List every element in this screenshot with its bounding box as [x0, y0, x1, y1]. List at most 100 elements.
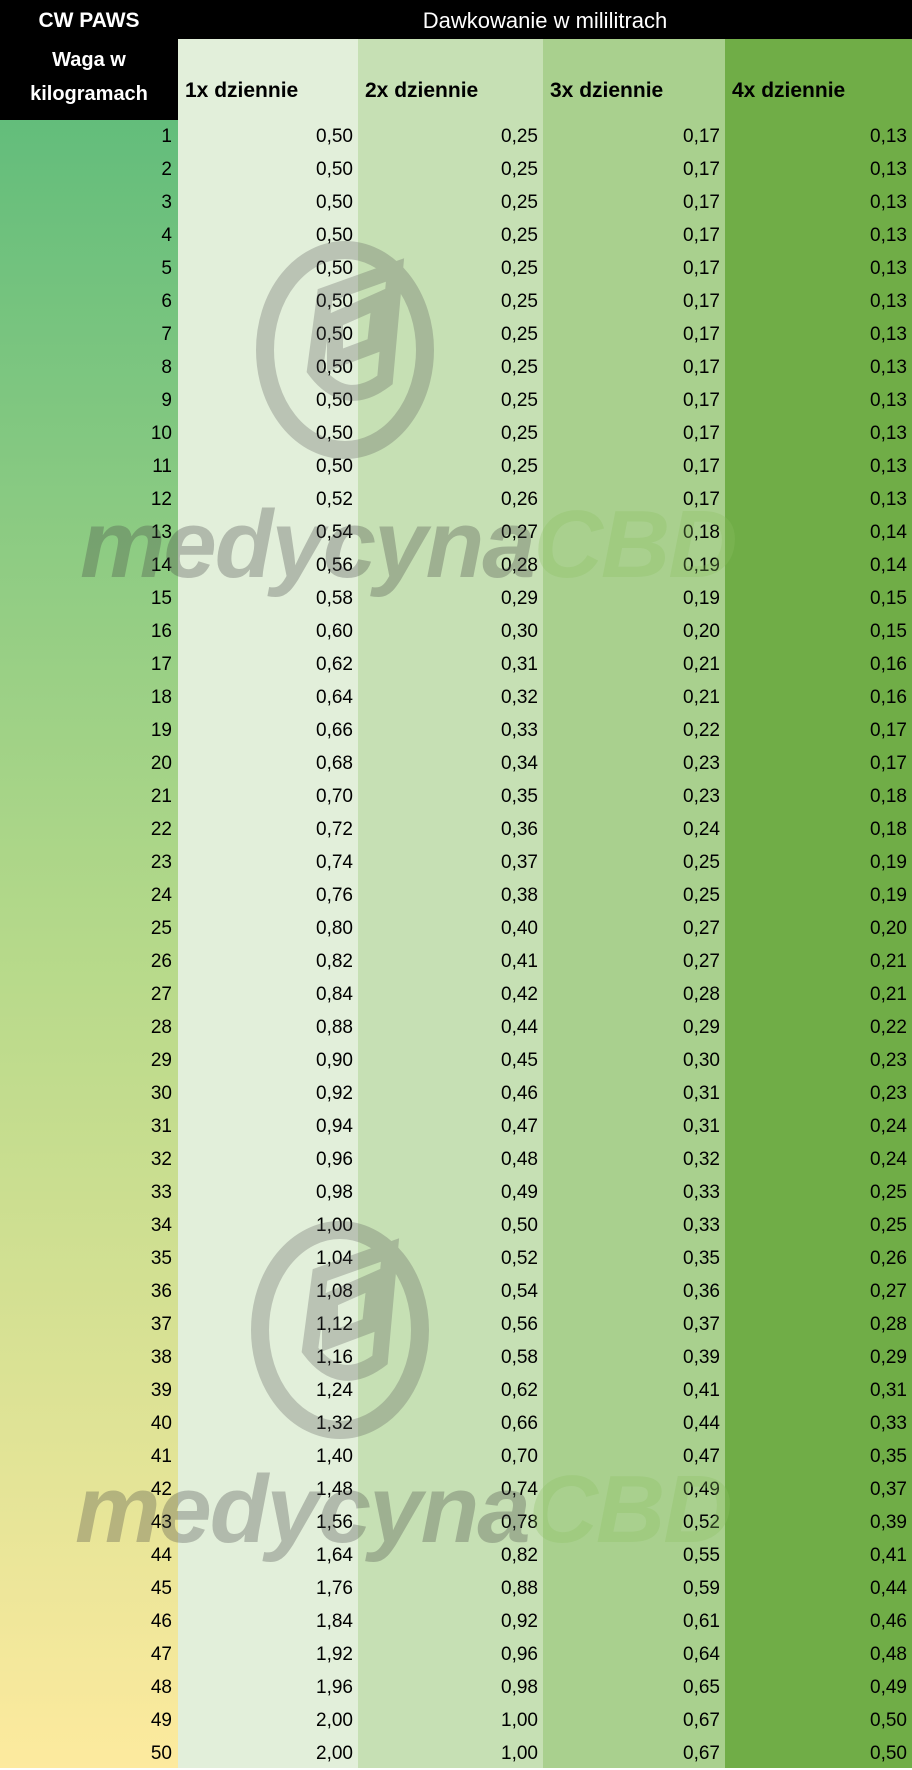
dose-1x-cell: 1,96 [316, 1677, 353, 1698]
table-row: 3 0,50 0,25 0,17 0,13 [0, 186, 912, 219]
weight-cell: 11 [152, 456, 172, 477]
column-header-3x: 3x dziennie [550, 79, 664, 102]
dose-2x-cell: 0,62 [501, 1380, 538, 1401]
dose-2x-cell: 0,42 [501, 984, 538, 1005]
dose-1x-cell: 0,50 [316, 126, 353, 147]
table-row: 6 0,50 0,25 0,17 0,13 [0, 285, 912, 318]
dose-2x-cell: 0,82 [501, 1545, 538, 1566]
weight-cell: 9 [161, 390, 172, 411]
dose-4x-cell: 0,21 [870, 951, 907, 972]
dose-3x-cell: 0,59 [683, 1578, 720, 1599]
dose-2x-cell: 0,25 [501, 291, 538, 312]
dose-3x-cell: 0,27 [683, 951, 720, 972]
dose-1x-cell: 0,50 [316, 291, 353, 312]
table-row: 1 0,50 0,25 0,17 0,13 [0, 120, 912, 153]
weight-cell: 39 [150, 1380, 172, 1401]
table-row: 29 0,90 0,45 0,30 0,23 [0, 1044, 912, 1077]
table-row: 25 0,80 0,40 0,27 0,20 [0, 912, 912, 945]
table-row: 32 0,96 0,48 0,32 0,24 [0, 1143, 912, 1176]
table-row: 43 1,56 0,78 0,52 0,39 [0, 1506, 912, 1539]
dose-3x-cell: 0,41 [683, 1380, 720, 1401]
table-row: 30 0,92 0,46 0,31 0,23 [0, 1077, 912, 1110]
dosage-table-body: 1 0,50 0,25 0,17 0,13 2 0,50 0,25 0,17 0,13 3 0,50 0… [0, 120, 912, 1770]
dose-4x-cell: 0,26 [870, 1248, 907, 1269]
dose-3x-cell: 0,30 [683, 1050, 720, 1071]
dose-2x-cell: 0,33 [501, 720, 538, 741]
dose-1x-cell: 0,88 [316, 1017, 353, 1038]
dose-3x-cell: 0,19 [683, 588, 720, 609]
dose-3x-cell: 0,64 [683, 1644, 720, 1665]
dose-3x-cell: 0,17 [683, 456, 720, 477]
dose-2x-cell: 0,49 [501, 1182, 538, 1203]
dose-4x-cell: 0,27 [870, 1281, 907, 1302]
weight-cell: 6 [161, 291, 172, 312]
dose-4x-cell: 0,13 [870, 489, 907, 510]
dose-1x-cell: 1,92 [316, 1644, 353, 1665]
dose-3x-cell: 0,33 [683, 1182, 720, 1203]
dose-4x-cell: 0,13 [870, 390, 907, 411]
dose-1x-cell: 1,00 [316, 1215, 353, 1236]
dose-4x-cell: 0,13 [870, 126, 907, 147]
dose-2x-cell: 0,32 [501, 687, 538, 708]
table-row: 21 0,70 0,35 0,23 0,18 [0, 780, 912, 813]
dose-1x-cell: 0,98 [316, 1182, 353, 1203]
column-3x-background [543, 39, 725, 1768]
dose-1x-cell: 1,56 [316, 1512, 353, 1533]
table-row: 14 0,56 0,28 0,19 0,14 [0, 549, 912, 582]
weight-cell: 26 [150, 951, 172, 972]
dose-2x-cell: 0,38 [501, 885, 538, 906]
table-row: 18 0,64 0,32 0,21 0,16 [0, 681, 912, 714]
dose-3x-cell: 0,19 [683, 555, 720, 576]
dose-2x-cell: 0,27 [501, 522, 538, 543]
table-row: 4 0,50 0,25 0,17 0,13 [0, 219, 912, 252]
weight-cell: 35 [150, 1248, 172, 1269]
dose-2x-cell: 0,25 [501, 357, 538, 378]
dose-3x-cell: 0,31 [683, 1116, 720, 1137]
dose-2x-cell: 0,35 [501, 786, 538, 807]
table-row: 7 0,50 0,25 0,17 0,13 [0, 318, 912, 351]
dose-4x-cell: 0,31 [870, 1380, 907, 1401]
column-header-2x: 2x dziennie [365, 79, 479, 102]
table-row: 28 0,88 0,44 0,29 0,22 [0, 1011, 912, 1044]
dose-4x-cell: 0,18 [870, 786, 907, 807]
weight-cell: 34 [150, 1215, 172, 1236]
dose-3x-cell: 0,20 [683, 621, 720, 642]
dose-1x-cell: 0,52 [316, 489, 353, 510]
weight-cell: 20 [150, 753, 172, 774]
dose-2x-cell: 1,00 [501, 1710, 538, 1731]
dose-3x-cell: 0,67 [683, 1710, 720, 1731]
dose-2x-cell: 0,40 [501, 918, 538, 939]
weight-cell: 10 [150, 423, 172, 444]
dose-2x-cell: 0,28 [501, 555, 538, 576]
dose-4x-cell: 0,17 [870, 753, 907, 774]
table-row: 33 0,98 0,49 0,33 0,25 [0, 1176, 912, 1209]
dose-1x-cell: 1,24 [316, 1380, 353, 1401]
dose-3x-cell: 0,37 [683, 1314, 720, 1335]
dose-1x-cell: 1,84 [316, 1611, 353, 1632]
table-row: 42 1,48 0,74 0,49 0,37 [0, 1473, 912, 1506]
dose-4x-cell: 0,23 [870, 1083, 907, 1104]
dose-2x-cell: 0,25 [501, 159, 538, 180]
weight-cell: 32 [150, 1149, 172, 1170]
dose-4x-cell: 0,20 [870, 918, 907, 939]
column-1x-background [178, 39, 358, 1768]
weight-cell: 33 [150, 1182, 172, 1203]
dose-1x-cell: 0,62 [316, 654, 353, 675]
weight-cell: 7 [161, 324, 172, 345]
table-row: 44 1,64 0,82 0,55 0,41 [0, 1539, 912, 1572]
weight-cell: 44 [150, 1545, 172, 1566]
weight-cell: 40 [150, 1413, 172, 1434]
table-row: 20 0,68 0,34 0,23 0,17 [0, 747, 912, 780]
dose-2x-cell: 0,46 [501, 1083, 538, 1104]
dose-4x-cell: 0,19 [870, 885, 907, 906]
weight-cell: 50 [150, 1743, 172, 1764]
dose-2x-cell: 0,92 [501, 1611, 538, 1632]
dose-1x-cell: 1,16 [316, 1347, 353, 1368]
weight-cell: 31 [150, 1116, 172, 1137]
weight-cell: 36 [150, 1281, 172, 1302]
weight-cell: 30 [150, 1083, 172, 1104]
dose-3x-cell: 0,32 [683, 1149, 720, 1170]
dose-2x-cell: 0,25 [501, 258, 538, 279]
dose-1x-cell: 1,32 [316, 1413, 353, 1434]
weight-cell: 48 [150, 1677, 172, 1698]
